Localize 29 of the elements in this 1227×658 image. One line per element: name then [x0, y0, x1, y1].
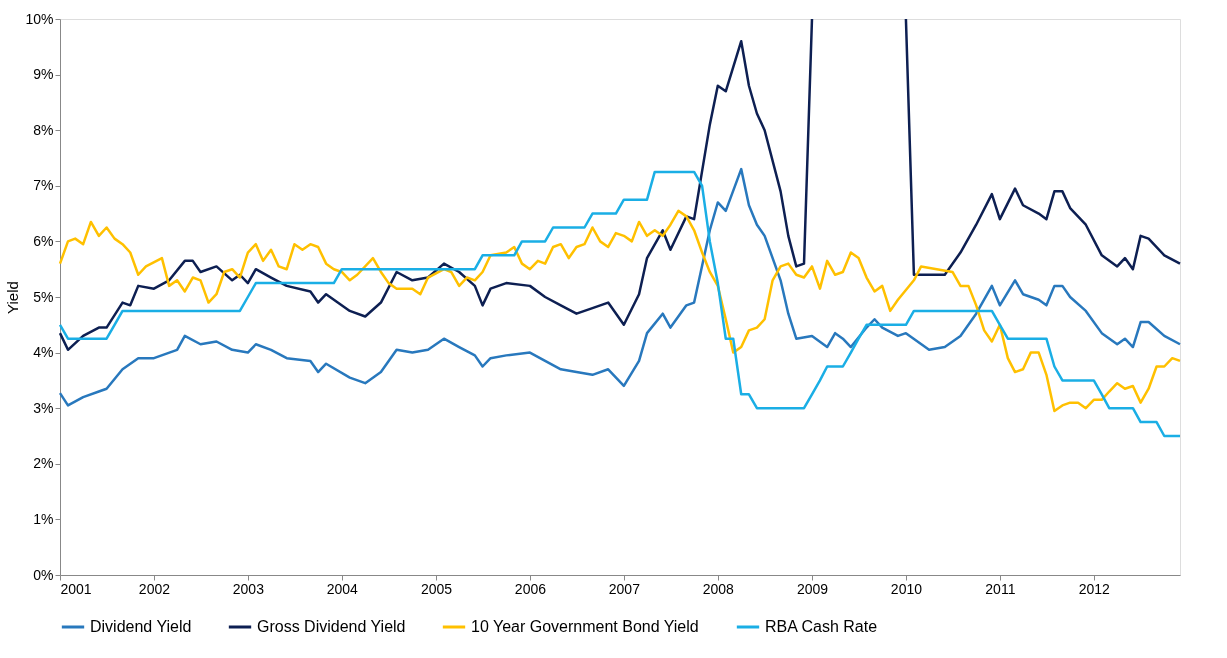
x-tick-label: 2010 — [890, 580, 923, 597]
x-tick-label: 2009 — [796, 580, 829, 597]
x-tick-label: 2006 — [514, 580, 547, 597]
x-tick-label: 2012 — [1078, 580, 1111, 597]
y-tick-label: 3% — [33, 399, 54, 416]
x-tick-label: 2005 — [420, 580, 453, 597]
y-tick-label: 5% — [33, 288, 54, 305]
y-tick-label: 2% — [33, 455, 54, 472]
y-tick-label: 6% — [33, 232, 54, 249]
legend-label: Dividend Yield — [90, 618, 192, 635]
x-tick-label: 2011 — [985, 580, 1016, 597]
y-tick-label: 10% — [25, 10, 54, 27]
y-tick-label: 4% — [33, 344, 54, 361]
y-axis-title: Yield — [4, 281, 22, 314]
y-tick-label: 7% — [33, 177, 54, 194]
y-tick-label: 0% — [33, 566, 54, 583]
x-tick-label: 2001 — [60, 580, 92, 597]
x-tick-label: 2008 — [702, 580, 735, 597]
legend-label: 10 Year Government Bond Yield — [471, 618, 699, 635]
x-tick-label: 2003 — [232, 580, 265, 597]
legend-label: RBA Cash Rate — [765, 618, 878, 635]
y-tick-label: 9% — [33, 66, 54, 83]
x-tick-label: 2002 — [138, 580, 171, 597]
legend-label: Gross Dividend Yield — [257, 618, 406, 635]
line-series — [58, 209, 1182, 413]
y-tick-label: 1% — [33, 510, 54, 527]
x-tick-label: 2004 — [326, 580, 359, 597]
x-tick-label: 2007 — [608, 580, 641, 597]
y-tick-label: 8% — [33, 121, 54, 138]
